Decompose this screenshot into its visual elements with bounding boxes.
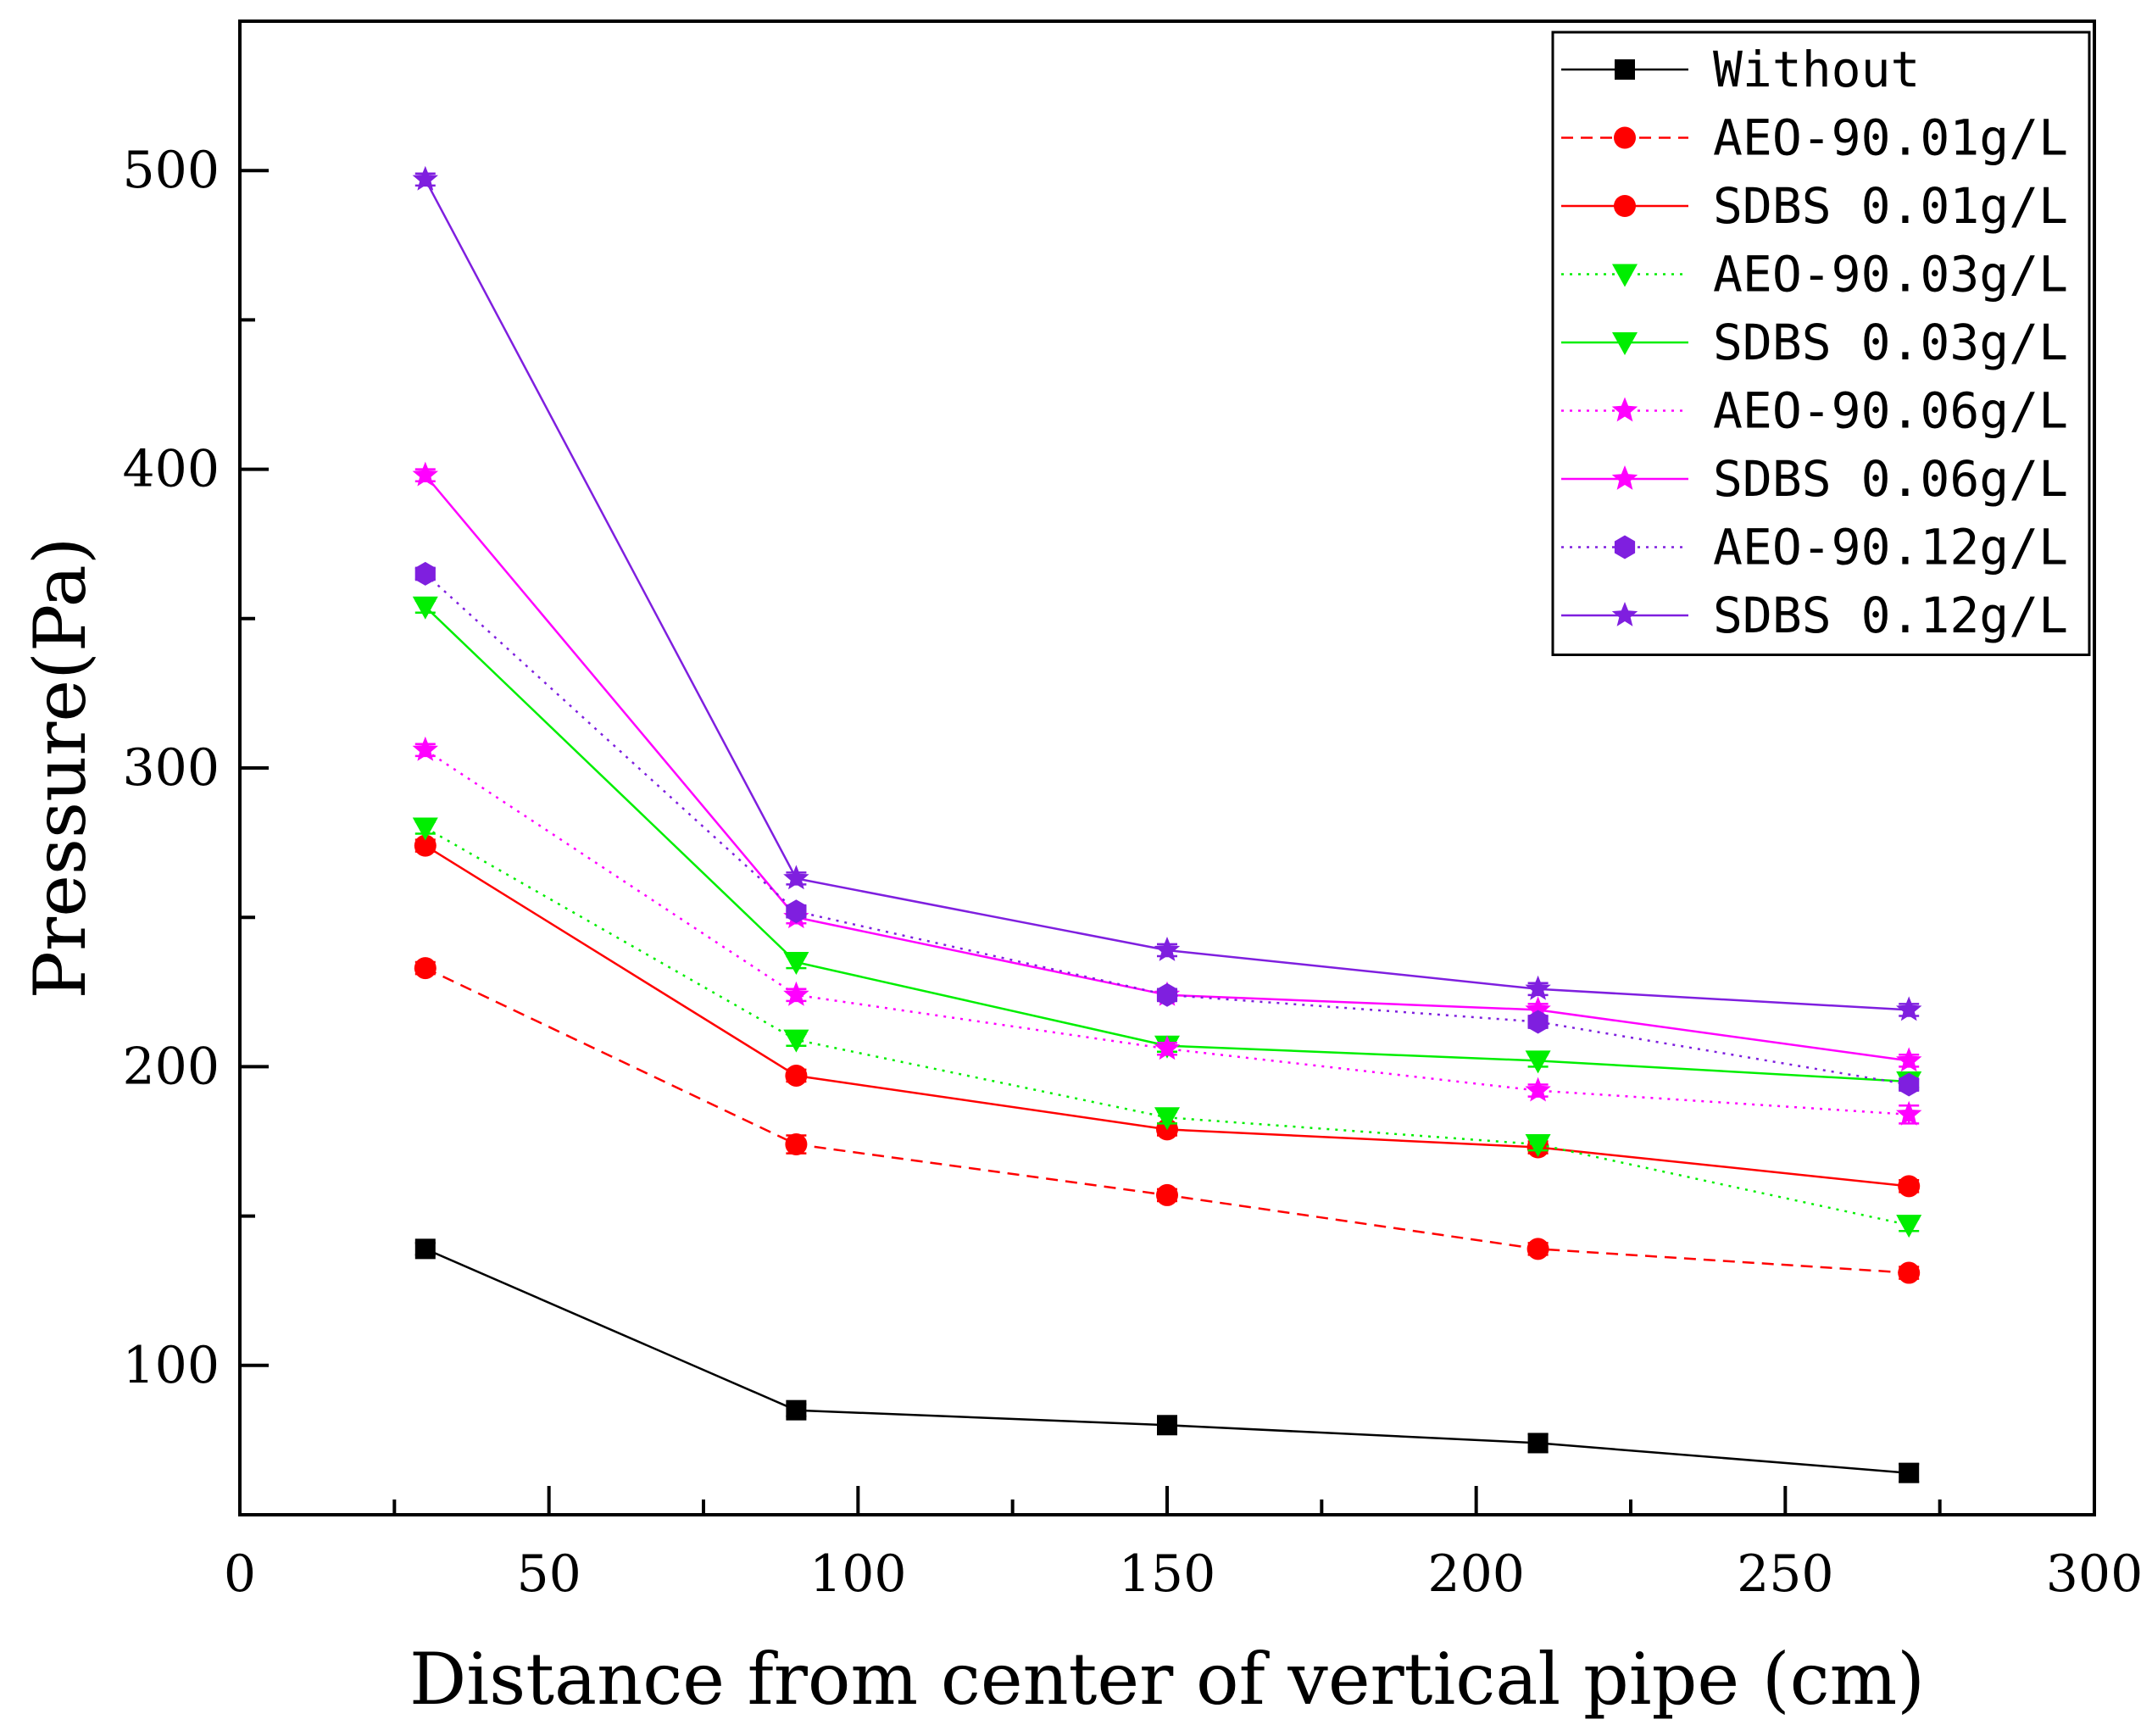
series-group <box>414 957 1921 1284</box>
data-point <box>414 1238 436 1260</box>
x-tick-label: 300 <box>2046 1544 2144 1604</box>
data-point <box>783 981 809 1006</box>
series-group <box>414 834 1921 1198</box>
x-axis-title: Distance from center of vertical pipe (c… <box>409 1638 1925 1721</box>
data-point <box>1527 1010 1549 1034</box>
legend-label: AEO-90.06g/L <box>1713 382 2068 440</box>
legend-label: AEO-90.03g/L <box>1713 246 2068 303</box>
data-point <box>1899 1462 1920 1483</box>
data-point <box>1527 1433 1549 1454</box>
data-point <box>414 957 437 980</box>
legend-entry: SDBS 0.06g/L <box>1561 450 2068 508</box>
data-point <box>1526 1238 1549 1260</box>
data-point <box>412 461 438 487</box>
data-point <box>1154 1035 1181 1060</box>
data-point <box>1525 1134 1551 1158</box>
legend-label: AEO-90.12g/L <box>1713 519 2068 576</box>
legend-marker <box>1614 535 1636 559</box>
y-tick-label: 300 <box>122 738 220 798</box>
series-line <box>425 826 1910 1227</box>
legend-entry: SDBS 0.12g/L <box>1561 587 2068 644</box>
legend-marker <box>1611 465 1638 490</box>
x-tick-label: 100 <box>809 1544 907 1604</box>
data-point <box>783 1029 809 1053</box>
series-line <box>425 1248 1910 1474</box>
data-point <box>783 952 809 976</box>
data-point <box>1154 937 1181 961</box>
legend-label: SDBS 0.03g/L <box>1713 314 2068 371</box>
data-point <box>1154 1107 1180 1131</box>
data-point <box>1525 1050 1551 1074</box>
legend-marker <box>1612 264 1638 287</box>
data-point <box>1156 1183 1178 1206</box>
legend-entry: Without <box>1561 41 1920 98</box>
data-point <box>1156 982 1178 1007</box>
y-tick-label: 400 <box>122 440 220 499</box>
legend-marker <box>1614 195 1636 217</box>
data-point <box>786 1399 807 1421</box>
data-point <box>785 1133 808 1156</box>
legend-entry: SDBS 0.01g/L <box>1561 177 2068 235</box>
y-tick-label: 500 <box>122 141 220 200</box>
data-point <box>412 736 438 761</box>
data-point <box>414 834 437 857</box>
legend-label: SDBS 0.12g/L <box>1713 587 2068 644</box>
legend-marker <box>1611 602 1638 626</box>
x-tick-label: 200 <box>1427 1544 1525 1604</box>
x-tick-label: 50 <box>516 1544 581 1604</box>
legend-label: SDBS 0.06g/L <box>1713 450 2068 508</box>
data-point <box>786 899 807 924</box>
data-point <box>1898 1261 1921 1284</box>
series-line <box>425 748 1910 1116</box>
legend-label: SDBS 0.01g/L <box>1713 177 2068 235</box>
legend-entry: AEO-90.03g/L <box>1561 246 2068 303</box>
legend-label: AEO-90.01g/L <box>1713 109 2068 167</box>
data-point <box>1525 1077 1551 1102</box>
x-tick-label: 0 <box>224 1544 256 1604</box>
series-group <box>414 1238 1920 1483</box>
data-point <box>783 865 809 890</box>
data-point <box>414 561 436 586</box>
y-axis-title: Pressure(Pa) <box>19 537 102 999</box>
y-tick-label: 100 <box>122 1336 220 1395</box>
data-point <box>1899 1072 1920 1097</box>
data-point <box>412 596 438 620</box>
legend-label: Without <box>1713 41 1920 98</box>
legend-entry: AEO-90.01g/L <box>1561 109 2068 167</box>
series-group <box>412 596 1922 1095</box>
series-group <box>414 561 1920 1097</box>
series-group <box>412 736 1922 1126</box>
data-point <box>1896 996 1922 1021</box>
series-line <box>424 605 1910 1083</box>
legend-marker <box>1615 59 1635 80</box>
data-point <box>1525 996 1551 1021</box>
legend-marker <box>1611 397 1638 422</box>
data-point <box>1157 1415 1177 1436</box>
x-tick-label: 150 <box>1119 1544 1216 1604</box>
series-group <box>412 165 1922 1021</box>
x-tick-label: 250 <box>1737 1544 1834 1604</box>
legend-marker <box>1614 126 1636 149</box>
legend-entry: AEO-90.06g/L <box>1561 382 2068 440</box>
legend-marker <box>1612 332 1638 355</box>
series-group <box>412 817 1922 1238</box>
data-point <box>412 165 438 191</box>
data-point <box>1898 1175 1921 1198</box>
data-point <box>412 817 438 841</box>
legend-entry: SDBS 0.03g/L <box>1561 314 2068 371</box>
legend-entry: AEO-90.12g/L <box>1561 519 2068 576</box>
data-point <box>1896 1100 1922 1126</box>
y-tick-label: 200 <box>122 1037 220 1096</box>
data-point <box>785 1064 808 1087</box>
data-point <box>1525 975 1551 1000</box>
data-point <box>1896 1047 1922 1072</box>
data-point <box>1896 1215 1922 1238</box>
